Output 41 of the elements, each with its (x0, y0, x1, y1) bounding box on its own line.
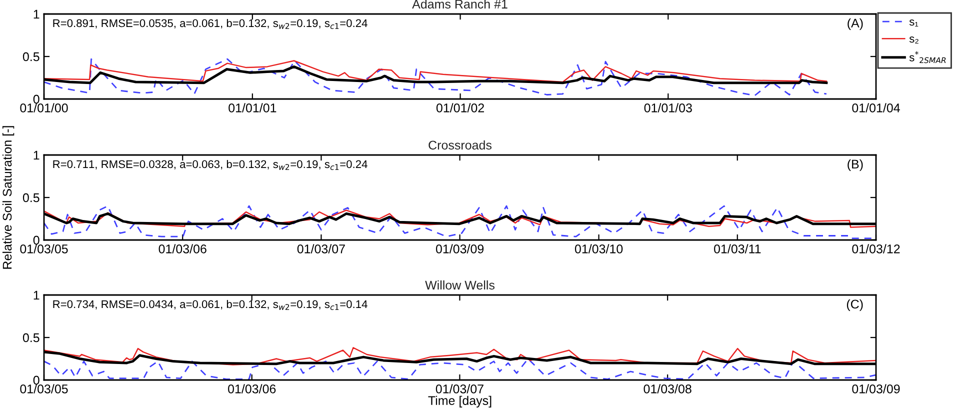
x-tick-label: 01/01/00 (20, 103, 68, 112)
legend-label: s$^{*}$$_{2SMAR}$ (909, 51, 946, 64)
x-tick-label: 01/01/02 (436, 103, 484, 112)
y-axis-title: Relative Soil Saturation [-] (2, 126, 14, 269)
y-tick-label: 0 (33, 94, 40, 104)
x-tick-label: 01/03/08 (644, 384, 692, 394)
y-tick-label: 0.5 (22, 52, 40, 62)
x-tick-label: 01/03/06 (158, 244, 206, 254)
y-tick-label: 1 (34, 10, 40, 19)
annotation: (C) (846, 299, 863, 312)
annotation: R=0.891, RMSE=0.0535, a=0.061, b=0.132, s$_{w2}$=0.19, s$_{c1}$=0.24 (53, 18, 368, 29)
chart-title: Willow Wells (425, 280, 495, 290)
x-tick-label: 01/03/11 (714, 244, 761, 254)
x-tick-label: 01/01/04 (852, 103, 900, 112)
annotation: R=0.734, RMSE=0.0434, a=0.061, b=0.132, s$_{w2}$=0.19, s$_{c1}$=0.14 (53, 300, 368, 310)
x-tick-label: 01/03/07 (436, 384, 484, 394)
x-axis-title: Time [days] (428, 396, 492, 408)
y-tick-label: 0 (33, 236, 40, 245)
x-tick-label: 01/03/09 (436, 244, 484, 254)
x-tick-label: 01/01/01 (228, 103, 276, 112)
x-tick-label: 01/03/10 (574, 244, 623, 254)
line-series (44, 58, 828, 96)
x-tick-label: 01/01/03 (644, 103, 692, 112)
line-series (44, 60, 828, 83)
x-tick-label: 01/03/09 (852, 384, 900, 394)
chart-title: Crossroads (428, 140, 492, 150)
annotation: (A) (848, 18, 863, 30)
legend-label: s₁ (909, 20, 918, 26)
annotation: R=0.711, RMSE=0.0328, a=0.063, b=0.132, s$_{w2}$=0.19, s$_{c1}$=0.24 (53, 160, 368, 170)
x-tick-label: 01/03/07 (297, 244, 345, 254)
y-tick-label: 0 (33, 376, 40, 385)
x-tick-label: 01/03/12 (852, 244, 900, 254)
y-tick-label: 1 (34, 290, 40, 300)
y-tick-label: 0.5 (22, 193, 40, 202)
x-tick-label: 01/03/05 (20, 384, 68, 394)
legend-label: s₂ (909, 36, 918, 44)
annotation: (B) (848, 159, 863, 172)
x-tick-label: 01/03/05 (20, 244, 68, 254)
x-tick-label: 01/03/06 (228, 384, 276, 394)
y-tick-label: 0.5 (22, 333, 40, 342)
y-tick-label: 1 (34, 150, 40, 160)
